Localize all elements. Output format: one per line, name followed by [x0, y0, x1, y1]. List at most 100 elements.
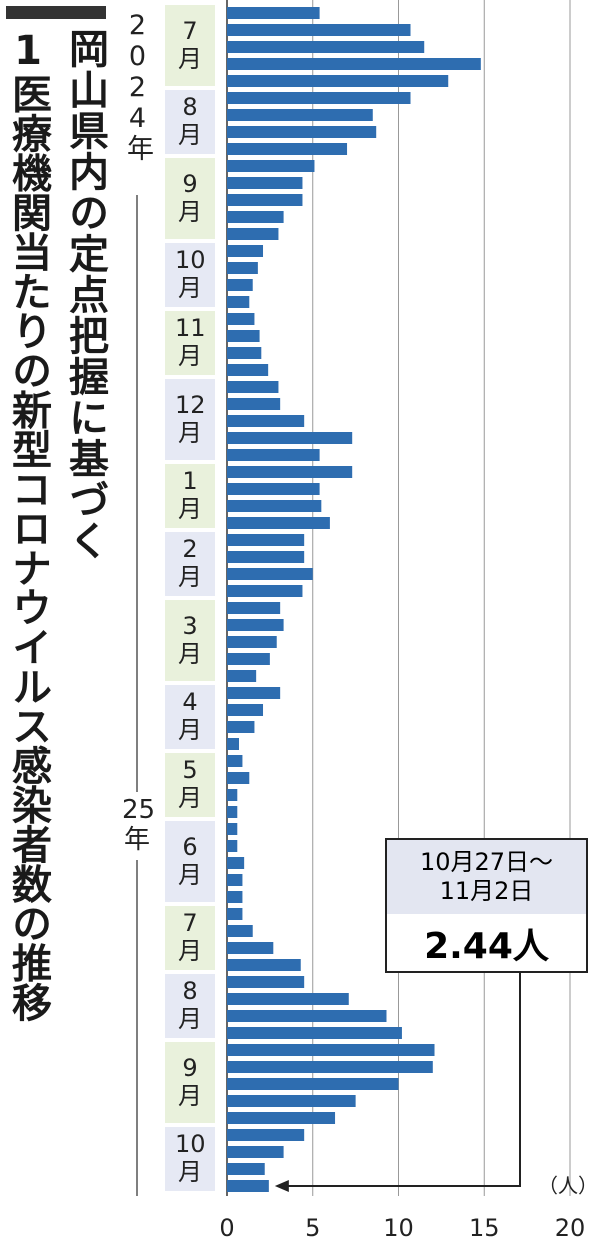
bar: [227, 262, 258, 274]
bar: [227, 704, 264, 716]
month-label-text: 6月: [178, 832, 202, 889]
bar: [227, 398, 281, 410]
bar: [227, 279, 253, 291]
bar: [227, 483, 320, 495]
bar: [227, 75, 449, 87]
bar: [227, 160, 315, 172]
bar: [227, 517, 330, 529]
month-label-text: 11月: [175, 314, 206, 370]
bar: [227, 738, 240, 750]
x-unit: （人）: [538, 1174, 598, 1198]
bar: [227, 245, 264, 257]
bar: [227, 942, 274, 954]
bar: [227, 1095, 356, 1107]
month-label: 10月: [165, 1127, 215, 1191]
bar: [227, 143, 348, 155]
value-label: 2.44人: [424, 925, 549, 967]
bar: [227, 500, 322, 512]
bar: [227, 1180, 269, 1192]
bar: [227, 823, 238, 835]
bar: [227, 364, 269, 376]
month-label-text: 10月: [175, 1130, 206, 1186]
title-line: 1医療機関当たりの新型コロナウイルス感染者数の推移: [5, 28, 51, 1022]
bar: [227, 1061, 433, 1073]
month-label: 1月: [165, 464, 215, 528]
bar: [227, 313, 255, 325]
title-bar: [6, 6, 106, 19]
bar: [227, 432, 353, 444]
bar: [227, 687, 281, 699]
title-line: 岡山県内の定点把握に基づく: [62, 28, 108, 561]
bar: [227, 24, 411, 36]
month-label-text: 5月: [178, 756, 202, 812]
bar: [227, 789, 238, 801]
month-label: 9月: [165, 158, 215, 239]
annotation-period: 10月27日～ 11月2日: [387, 840, 586, 914]
bar: [227, 1010, 387, 1022]
bar: [227, 619, 284, 631]
bar: [227, 381, 279, 393]
month-label-text: 4月: [178, 688, 202, 744]
month-label-text: 12月: [175, 390, 206, 447]
bar: [227, 585, 303, 597]
month-label: 2月: [165, 532, 215, 596]
bar: [227, 1112, 336, 1124]
annotation: 10月27日～ 11月2日 2.44人: [385, 838, 588, 973]
bar: [227, 874, 243, 886]
bar: [227, 636, 277, 648]
bar: [227, 466, 353, 478]
month-label: 10月: [165, 243, 215, 307]
month-label: 7月: [165, 906, 215, 970]
month-label: 11月: [165, 311, 215, 375]
month-label-text: 8月: [178, 93, 202, 149]
bar: [227, 925, 253, 937]
bar: [227, 1129, 305, 1141]
annotation-line: 11月2日: [439, 877, 534, 905]
month-label-text: 7月: [178, 909, 202, 965]
annotation-arrow: [286, 973, 521, 1187]
bar: [227, 58, 481, 70]
bar: [227, 908, 243, 920]
bar: [227, 211, 284, 223]
bar: [227, 959, 301, 971]
bar: [227, 228, 279, 240]
x-tick-label: 5: [305, 1214, 320, 1242]
arrow-head: [274, 1180, 289, 1192]
bar: [227, 415, 305, 427]
month-label: 7月: [165, 5, 215, 86]
bar: [227, 551, 305, 563]
bar: [227, 92, 411, 104]
bar: [227, 891, 243, 903]
year-label: 2024年: [122, 10, 153, 161]
x-tick-label: 10: [383, 1214, 414, 1242]
bar: [227, 1163, 265, 1175]
x-tick-label: 20: [555, 1214, 586, 1242]
bar: [227, 7, 320, 19]
month-label-text: 3月: [178, 611, 202, 668]
bar: [227, 41, 425, 53]
month-label: 12月: [165, 379, 215, 460]
x-tick-label: 0: [219, 1214, 234, 1242]
month-label-text: 2月: [178, 535, 202, 591]
bar: [227, 347, 262, 359]
bar: [227, 1078, 399, 1090]
bar: [227, 857, 245, 869]
month-label-text: 7月: [178, 16, 202, 73]
bar: [227, 755, 243, 767]
year-label: 25年: [117, 792, 157, 860]
bar: [227, 194, 303, 206]
month-label: 3月: [165, 600, 215, 681]
bar: [227, 670, 257, 682]
month-label: 9月: [165, 1042, 215, 1123]
bar: [227, 1146, 284, 1158]
bar: [227, 177, 303, 189]
month-label: 4月: [165, 685, 215, 749]
month-label-text: 9月: [178, 169, 202, 226]
bar: [227, 330, 260, 342]
year-label-text: 25年: [122, 795, 156, 855]
bar: [227, 772, 250, 784]
bar: [227, 602, 281, 614]
bar: [227, 126, 377, 138]
month-label: 5月: [165, 753, 215, 817]
